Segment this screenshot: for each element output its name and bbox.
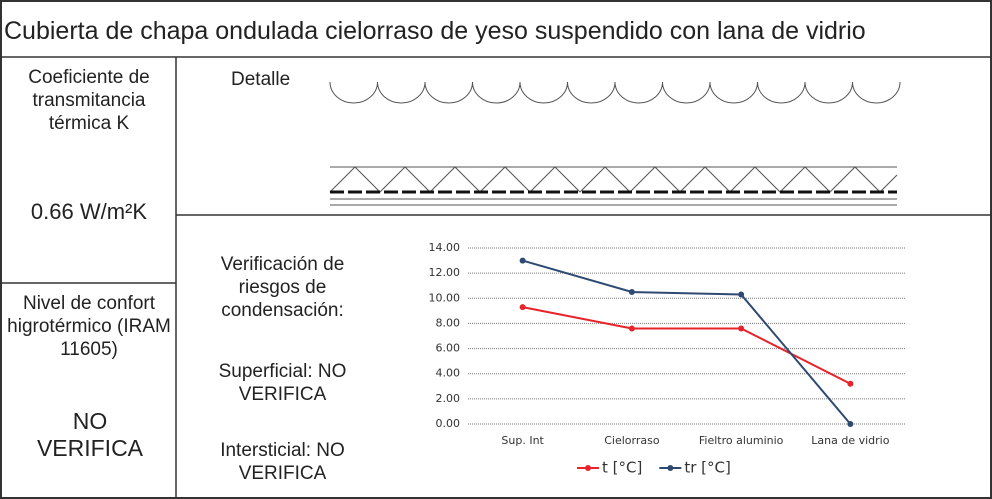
verification-superficial: Superficial: NO VERIFICA: [218, 361, 347, 405]
legend-label: t [°C]: [602, 459, 642, 477]
point: [847, 380, 854, 387]
series-line: [522, 259, 852, 425]
point: [628, 325, 635, 332]
truss: [329, 166, 898, 206]
legend-marker: [667, 465, 674, 471]
title: Cubierta de chapa ondulada cielorraso de…: [4, 17, 866, 45]
point: [628, 289, 635, 295]
x-tick-label: Sup. Int: [501, 434, 544, 447]
verification-interstitial: Intersticial: NO VERIFICA: [220, 440, 345, 484]
detail-label: Detalle: [231, 69, 291, 90]
legend-label: tr [°C]: [684, 459, 731, 477]
y-tick-label: 10.00: [429, 291, 461, 304]
point: [847, 421, 854, 427]
verification-title: Verificación de riesgos de condensación:: [220, 254, 345, 321]
point: [519, 257, 526, 264]
x-tick-label: Lana de vidrio: [811, 434, 889, 447]
y-tick-label: 2.00: [436, 392, 461, 405]
comfort-value: NO VERIFICA: [36, 408, 144, 461]
point: [519, 304, 526, 311]
comfort-label: Nivel de confort higrotérmico (IRAM 1160…: [7, 293, 171, 360]
x-tick-label: Fieltro aluminio: [699, 434, 784, 447]
corrugated-sheet: [329, 81, 901, 104]
point: [738, 325, 745, 332]
point: [738, 291, 745, 298]
y-tick-label: 8.00: [436, 316, 461, 329]
y-tick-label: 4.00: [436, 367, 461, 380]
k-label: Coeficiente de transmitancia térmica K: [28, 67, 150, 134]
x-tick-label: Cielorraso: [604, 434, 660, 447]
k-value: 0.66 W/m²K: [30, 199, 148, 224]
y-tick-label: 14.00: [429, 241, 461, 254]
y-tick-label: 0.00: [436, 417, 461, 430]
y-tick-label: 6.00: [436, 342, 461, 355]
series-line: [522, 306, 851, 385]
legend-marker: [585, 465, 591, 471]
y-tick-label: 12.00: [429, 266, 461, 279]
